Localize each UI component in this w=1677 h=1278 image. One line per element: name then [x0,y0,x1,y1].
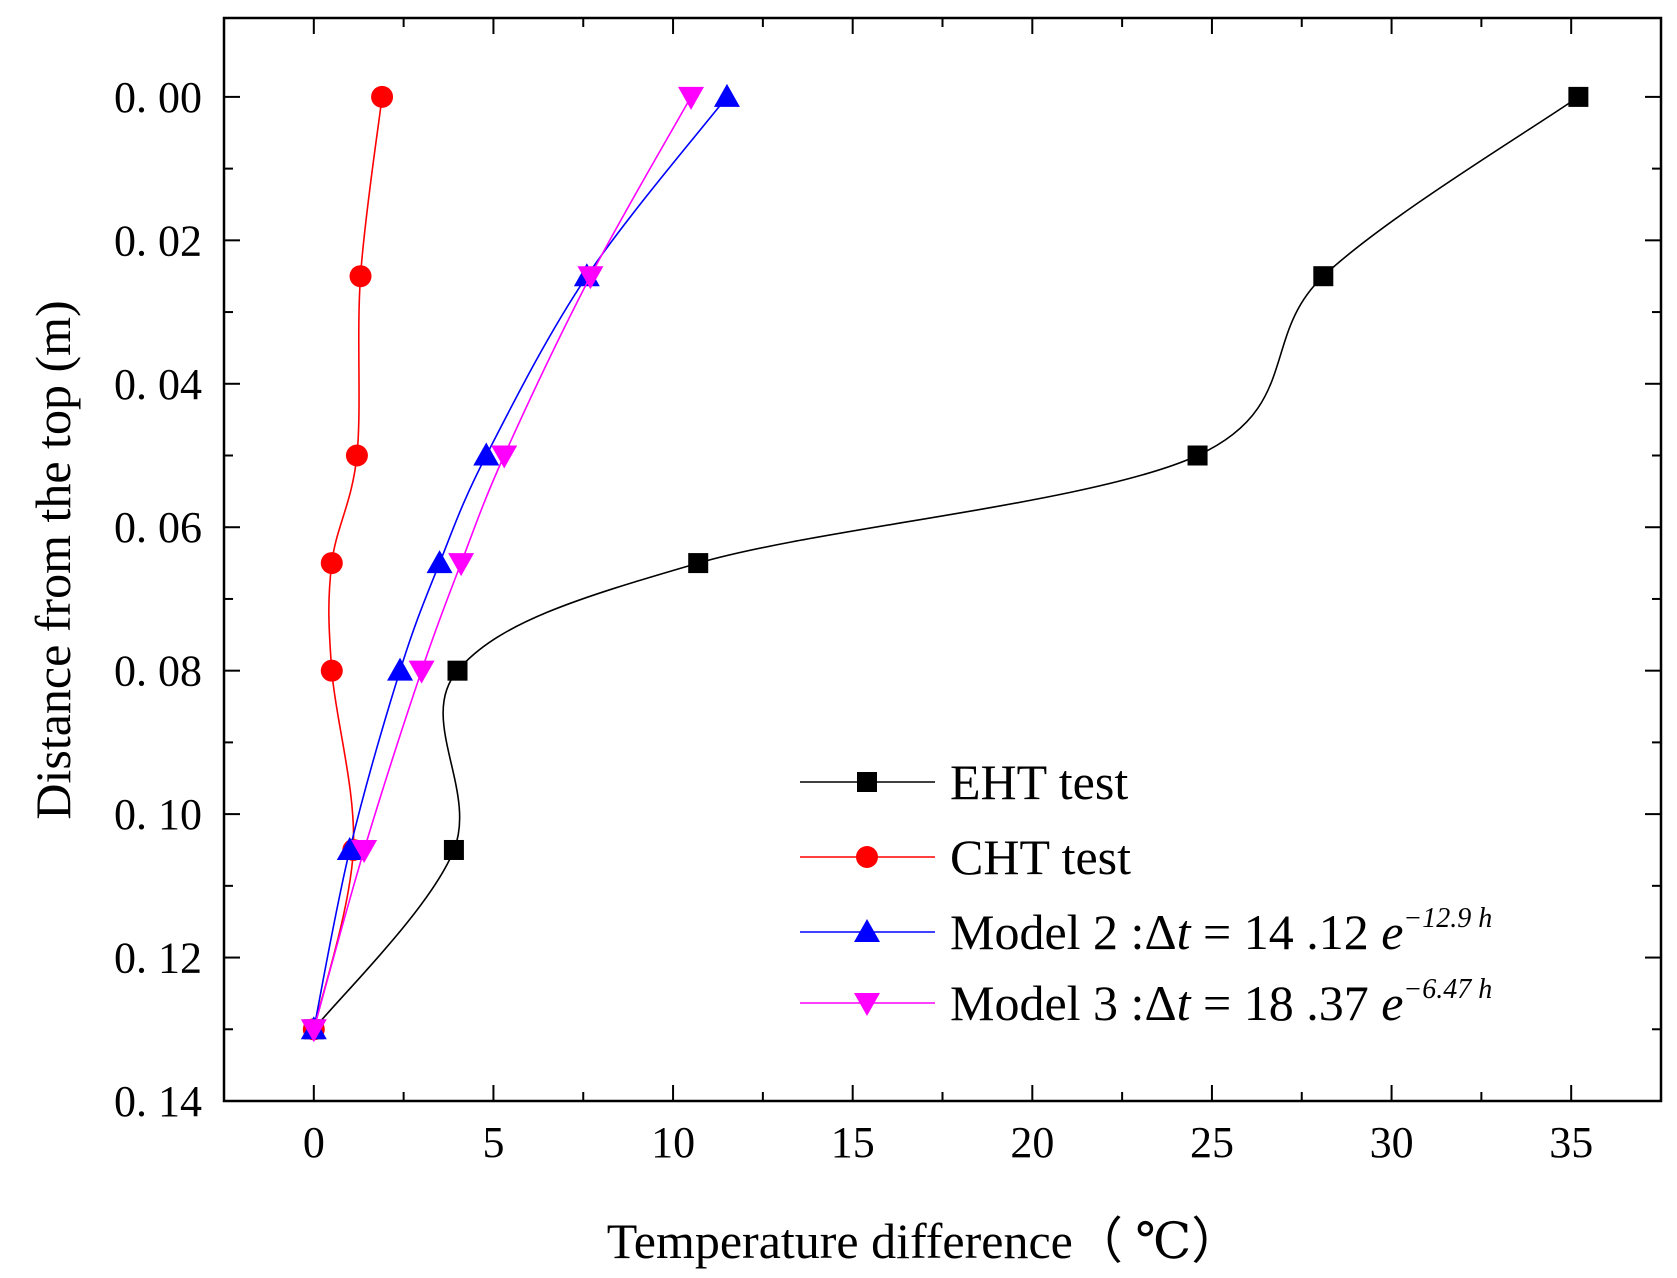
data-point-cht-test [345,444,368,467]
series-eht-test [303,86,1589,1040]
data-point-eht-test [447,660,468,681]
y-tick-label: 0. 04 [114,360,202,409]
data-point-model-3 [678,86,705,110]
legend-label-cht: CHT test [950,829,1131,885]
legend-label-eht: EHT test [950,754,1128,810]
data-point-model-2 [426,550,453,574]
data-point-model-3 [351,839,378,863]
legend-model2-prefix: Model 2 : [950,904,1144,960]
legend-label-model3: Model 3 :Δt = 18 .37 e−6.47 h [950,974,1492,1031]
series-line-model-2 [313,96,728,1030]
y-tick-label: 0. 14 [114,1077,202,1126]
legend-model2-exp: −12.9 h [1403,903,1492,934]
data-point-cht-test [349,265,372,288]
data-point-model-3 [448,553,475,577]
data-point-model-2 [336,836,363,860]
data-point-eht-test [1568,86,1589,107]
data-point-eht-test [1187,445,1208,466]
x-tick-label: 10 [651,1118,695,1167]
x-tick-label: 0 [303,1118,325,1167]
data-point-cht-test [320,552,343,575]
x-tick-label: 35 [1549,1118,1593,1167]
data-point-eht-test [1313,266,1334,287]
series-layer [300,83,1589,1043]
y-tick-label: 0. 02 [114,216,202,265]
legend-symbols [800,772,935,1016]
legend-model2-eq: = 14 .12 [1191,904,1382,960]
data-point-model-2 [473,442,500,466]
ticks-layer: 0 5 10 15 20 25 30 35 0. 00 0. 02 0. 04 0. 06 0. 08 0… [114,18,1661,1167]
data-point-model-3 [408,660,435,684]
x-tick-label: 30 [1370,1118,1414,1167]
x-axis-title: Temperature difference（ ℃） [607,1213,1242,1269]
legend-model3-e: e [1381,975,1403,1031]
y-tick-label: 0. 08 [114,647,202,696]
legend-marker-eht-test [857,772,877,792]
legend-model2-e: e [1381,904,1403,960]
legend-marker-cht-test [856,846,878,868]
series-model-2 [300,83,740,1040]
data-point-model-2 [387,657,414,681]
y-tick-label: 0. 10 [114,790,202,839]
data-point-cht-test [320,659,343,682]
legend-model3-exp: −6.47 h [1403,974,1492,1005]
x-tick-label: 5 [482,1118,504,1167]
legend-model3-eq: = 18 .37 [1191,975,1382,1031]
legend-marker-model-3 [854,993,880,1016]
series-line-model-3 [313,96,692,1030]
data-point-cht-test [371,85,394,108]
y-tick-label: 0. 12 [114,934,202,983]
legend-label-model2: Model 2 :Δt = 14 .12 e−12.9 h [950,903,1492,960]
y-axis-title: Distance from the top (m) [25,300,81,819]
legend-model2-delta: Δ [1144,904,1176,960]
legend: EHT test CHT test Model 2 :Δt = 14 .12 e… [800,754,1492,1031]
legend-model3-prefix: Model 3 : [950,975,1144,1031]
data-point-eht-test [443,839,464,860]
legend-model3-delta: Δ [1144,975,1176,1031]
data-point-model-3 [300,1019,327,1043]
data-point-model-2 [713,83,740,107]
series-line-eht-test [313,96,1579,1030]
x-tick-label: 25 [1190,1118,1234,1167]
x-tick-label: 15 [831,1118,875,1167]
data-point-eht-test [688,553,709,574]
data-point-model-3 [491,445,518,469]
legend-model3-var: t [1177,975,1192,1031]
y-tick-label: 0. 00 [114,73,202,122]
y-tick-label: 0. 06 [114,503,202,552]
legend-marker-model-2 [854,919,880,942]
legend-model2-var: t [1177,904,1192,960]
series-cht-test [302,85,394,1041]
data-point-model-3 [577,266,604,290]
x-tick-label: 20 [1010,1118,1054,1167]
series-model-3 [300,86,705,1043]
